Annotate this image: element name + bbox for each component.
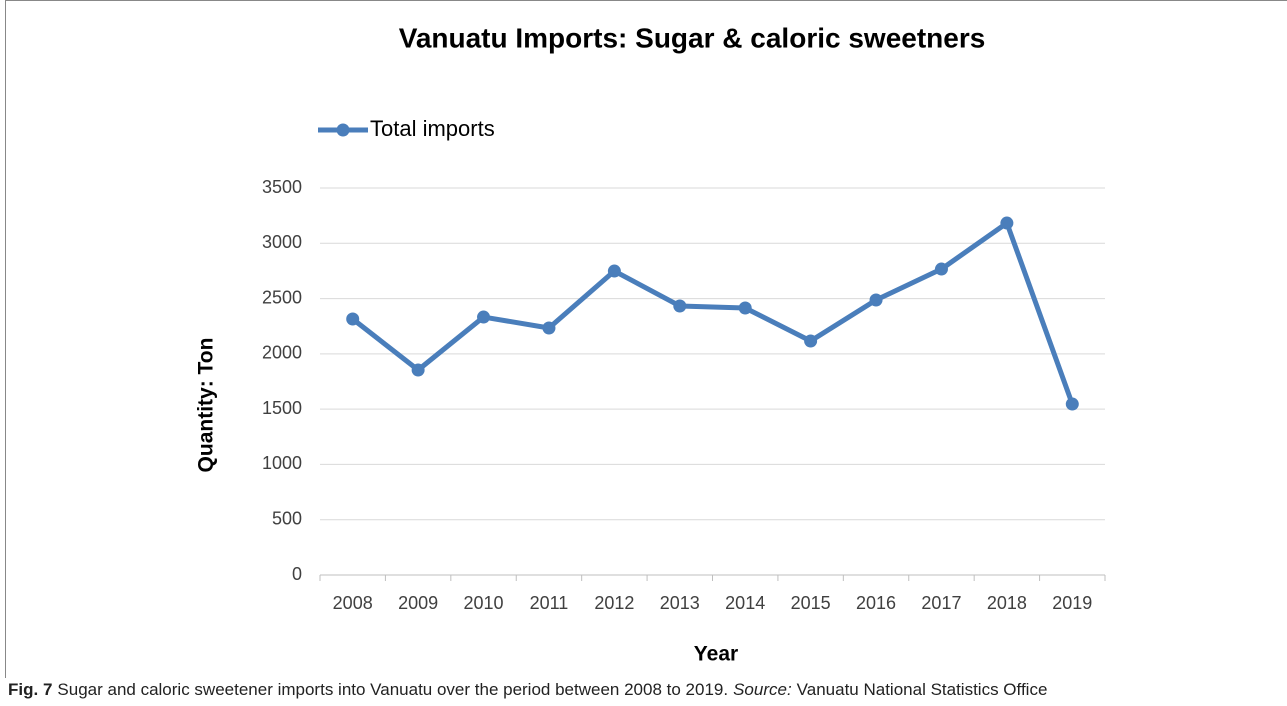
data-point bbox=[607, 264, 621, 278]
x-tick-label: 2014 bbox=[725, 593, 765, 613]
chart-title: Vanuatu Imports: Sugar & caloric sweetne… bbox=[399, 22, 986, 53]
x-tick-label: 2010 bbox=[464, 593, 504, 613]
caption-text: Sugar and caloric sweetener imports into… bbox=[57, 680, 729, 699]
y-tick-label: 0 bbox=[292, 564, 302, 584]
x-tick-label: 2009 bbox=[398, 593, 438, 613]
y-tick-label: 500 bbox=[272, 508, 302, 528]
y-tick-label: 2500 bbox=[262, 287, 302, 307]
data-line bbox=[351, 220, 1075, 405]
y-tick-label: 2000 bbox=[262, 343, 302, 363]
data-point bbox=[1000, 216, 1014, 230]
y-tick-label: 3000 bbox=[262, 232, 302, 252]
data-point bbox=[934, 262, 948, 276]
y-tick-label: 1500 bbox=[262, 398, 302, 418]
x-tick-label: 2018 bbox=[987, 593, 1027, 613]
data-point bbox=[1065, 397, 1079, 411]
x-tick-label: 2016 bbox=[856, 593, 896, 613]
x-tick-label: 2017 bbox=[921, 593, 961, 613]
data-point bbox=[673, 299, 687, 313]
x-tick-label: 2019 bbox=[1052, 593, 1092, 613]
x-axis-label: Year bbox=[694, 643, 738, 666]
data-point bbox=[346, 312, 360, 326]
x-tick-label: 2011 bbox=[530, 593, 569, 613]
caption-source: Vanuatu National Statistics Office bbox=[796, 680, 1048, 699]
x-tick-label: 2012 bbox=[594, 593, 634, 613]
data-point bbox=[477, 310, 491, 324]
data-point bbox=[738, 301, 752, 315]
chart: Vanuatu Imports: Sugar & caloric sweetne… bbox=[5, 0, 1287, 678]
x-tick-label: 2008 bbox=[333, 593, 373, 613]
y-tick-label: 3500 bbox=[262, 177, 302, 197]
legend-marker bbox=[336, 123, 350, 137]
y-tick-label: 1000 bbox=[262, 453, 302, 473]
caption-source-label: Source: bbox=[733, 680, 792, 699]
data-point bbox=[411, 363, 425, 377]
x-tick-label: 2015 bbox=[791, 593, 831, 613]
legend-label: Total imports bbox=[370, 116, 495, 141]
data-point bbox=[542, 321, 556, 335]
caption-label: Fig. 7 bbox=[8, 680, 53, 699]
caption: Fig. 7 Sugar and caloric sweetener import… bbox=[8, 680, 1283, 700]
data-point bbox=[869, 293, 883, 307]
y-axis-label: Quantity: Ton bbox=[195, 338, 218, 473]
x-tick-label: 2013 bbox=[660, 593, 700, 613]
data-point bbox=[804, 334, 818, 348]
